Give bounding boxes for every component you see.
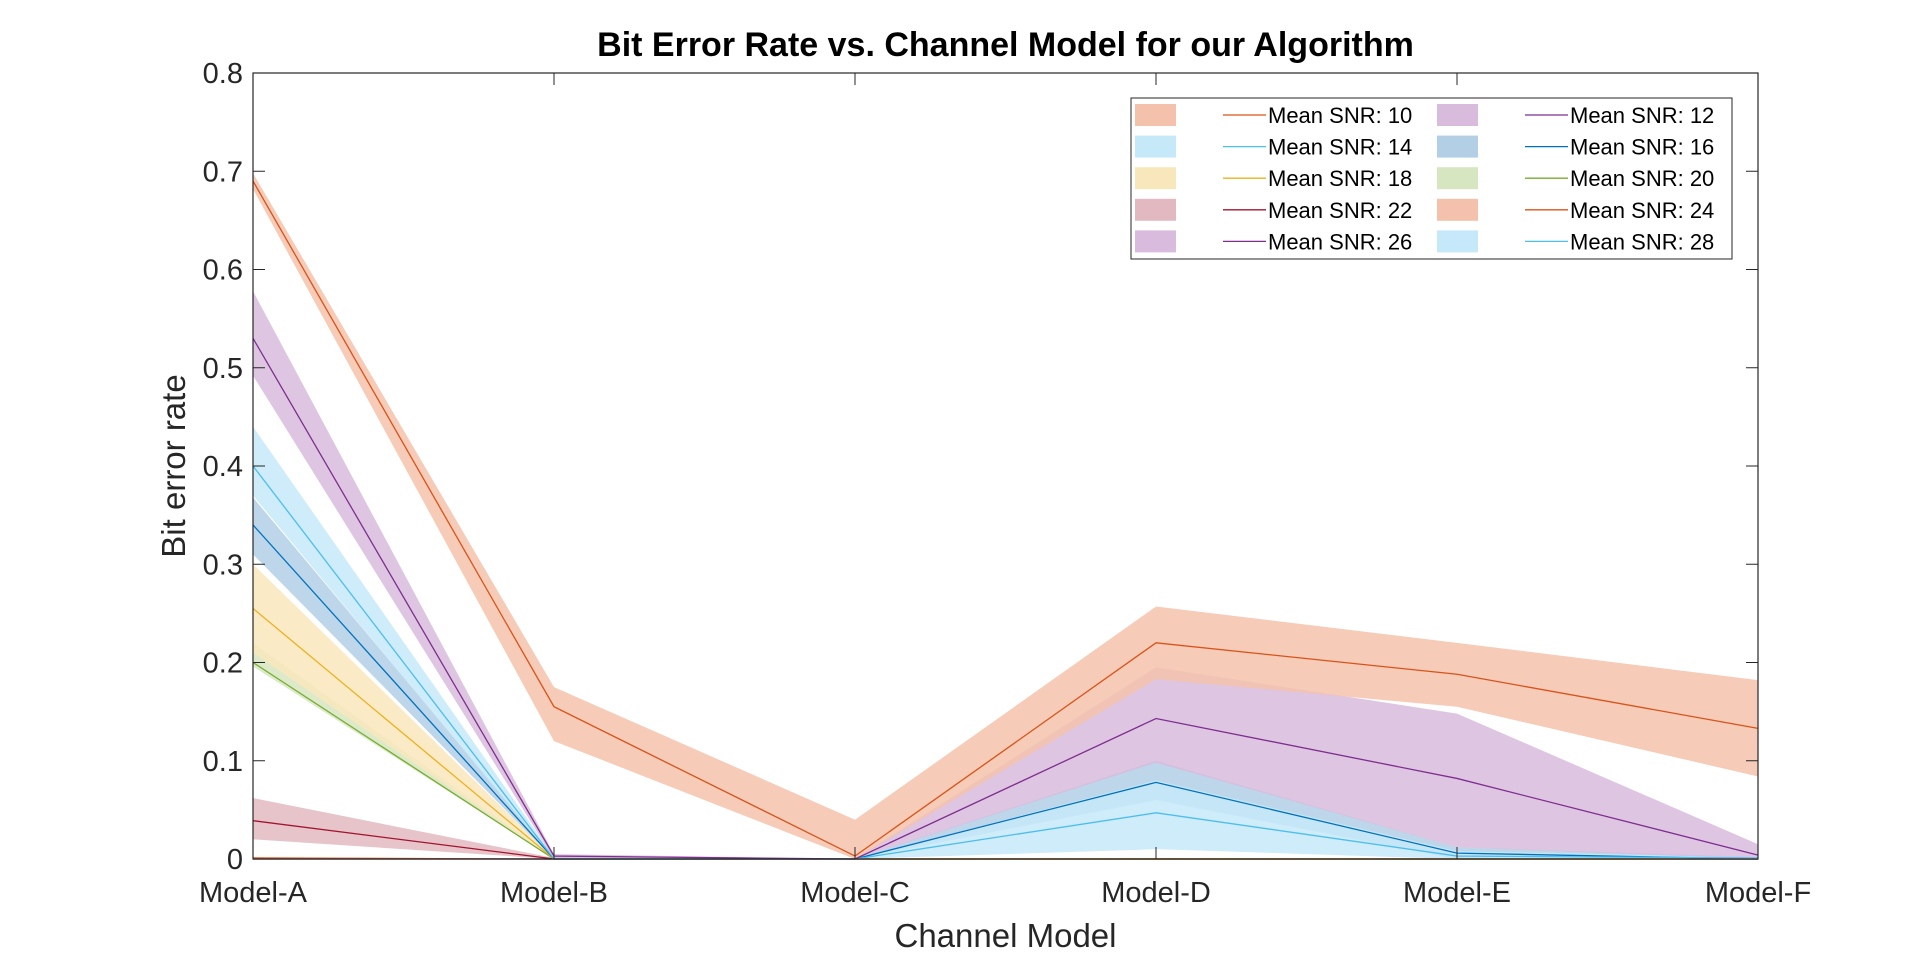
legend-swatch bbox=[1135, 199, 1176, 221]
y-tick-labels: 0 0.1 0.2 0.3 0.4 0.5 0.6 0.7 0.8 bbox=[203, 58, 243, 876]
x-tick-label: Model-B bbox=[500, 877, 608, 909]
y-tick-label: 0.7 bbox=[203, 156, 243, 188]
legend-entry-label: Mean SNR: 14 bbox=[1268, 135, 1412, 160]
legend-entry-label: Mean SNR: 12 bbox=[1570, 103, 1714, 128]
legend-swatch bbox=[1437, 167, 1478, 189]
legend: Mean SNR: 10 Mean SNR: 12 Mean SNR: 14 Mean… bbox=[1131, 98, 1732, 259]
legend-entry-label: Mean SNR: 10 bbox=[1268, 103, 1412, 128]
legend-entry-label: Mean SNR: 24 bbox=[1570, 198, 1714, 223]
y-tick-label: 0.2 bbox=[203, 648, 243, 680]
y-tick-label: 0.1 bbox=[203, 746, 243, 778]
legend-swatch bbox=[1437, 104, 1478, 126]
confidence-bands bbox=[253, 173, 1758, 859]
x-tick-label: Model-C bbox=[800, 877, 910, 909]
legend-entry-label: Mean SNR: 26 bbox=[1268, 229, 1412, 254]
legend-entry-label: Mean SNR: 18 bbox=[1268, 166, 1412, 191]
chart-title: Bit Error Rate vs. Channel Model for our… bbox=[597, 26, 1414, 64]
y-tick-label: 0 bbox=[227, 844, 243, 876]
legend-swatch bbox=[1437, 199, 1478, 221]
x-tick-label: Model-F bbox=[1705, 877, 1811, 909]
x-tick-label: Model-D bbox=[1101, 877, 1211, 909]
legend-swatch bbox=[1437, 136, 1478, 158]
legend-swatch bbox=[1135, 136, 1176, 158]
legend-swatch bbox=[1437, 230, 1478, 252]
legend-swatch bbox=[1135, 230, 1176, 252]
y-tick-label: 0.8 bbox=[203, 58, 243, 90]
legend-swatch bbox=[1135, 104, 1176, 126]
x-tick-label: Model-E bbox=[1403, 877, 1511, 909]
x-tick-label: Model-A bbox=[199, 877, 308, 909]
legend-entry-label: Mean SNR: 22 bbox=[1268, 198, 1412, 223]
y-axis-label: Bit error rate bbox=[155, 374, 192, 557]
legend-entry-label: Mean SNR: 20 bbox=[1570, 166, 1714, 191]
y-tick-label: 0.6 bbox=[203, 255, 243, 287]
y-tick-label: 0.5 bbox=[203, 353, 243, 385]
legend-swatch bbox=[1135, 167, 1176, 189]
y-tick-label: 0.4 bbox=[203, 451, 243, 483]
legend-entry-label: Mean SNR: 28 bbox=[1570, 229, 1714, 254]
x-axis-label: Channel Model bbox=[895, 917, 1117, 954]
legend-entry-label: Mean SNR: 16 bbox=[1570, 135, 1714, 160]
y-tick-label: 0.3 bbox=[203, 549, 243, 581]
x-tick-labels: Model-A Model-B Model-C Model-D Model-E Model… bbox=[199, 877, 1811, 909]
